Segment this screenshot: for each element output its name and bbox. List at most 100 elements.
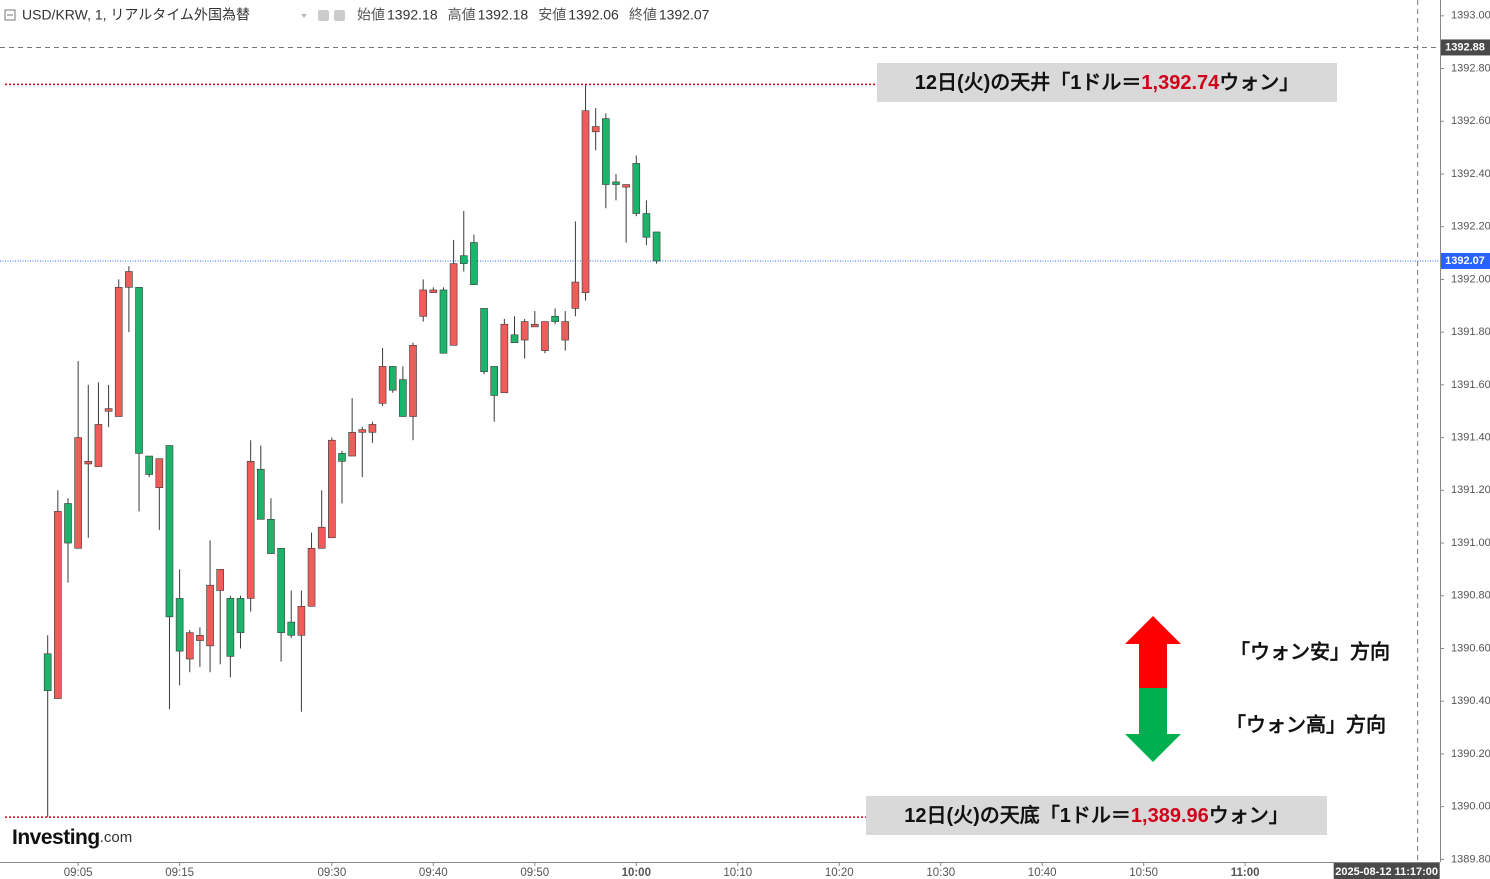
candle-body <box>419 289 427 317</box>
candle-body <box>602 118 610 185</box>
x-tick-label: 10:30 <box>926 867 955 879</box>
candle-body <box>591 126 600 133</box>
candle-body <box>74 437 82 549</box>
y-tick-label: 1390.60 <box>1451 642 1490 654</box>
y-tick-label: 1389.80 <box>1451 853 1490 865</box>
annotation: 12日(火)の天井「1ドル＝1,392.74ウォン」 <box>915 70 1300 94</box>
dropdown-icon[interactable] <box>301 14 307 18</box>
candle-body <box>94 424 103 467</box>
candle-body <box>348 432 356 457</box>
candle-body <box>297 605 306 636</box>
candle-body <box>226 598 235 657</box>
x-tick-label: 10:10 <box>723 867 752 879</box>
y-tick-label: 1393.00 <box>1451 10 1490 22</box>
logo: Investing.com <box>12 826 132 849</box>
annotation-suffix: ウォン」 <box>1209 804 1289 827</box>
x-tick-label: 09:15 <box>165 867 194 879</box>
direction-label: 「ウォン高」方向 <box>1226 712 1386 736</box>
candle-body <box>520 321 529 341</box>
legend-value: 1392.07 <box>659 7 710 23</box>
y-tick-label: 1390.40 <box>1451 695 1490 707</box>
x-tick-label: 09:30 <box>317 867 346 879</box>
candle-body <box>399 379 407 417</box>
candle-body <box>145 455 153 475</box>
candle-body <box>439 289 448 354</box>
candle-body <box>338 453 346 462</box>
candle-body <box>84 461 93 465</box>
annotation-box <box>866 796 1327 835</box>
candle-body <box>581 110 590 293</box>
crosshair-price-label: 1392.88 <box>1445 41 1485 53</box>
candle-body <box>561 321 570 341</box>
candle-body <box>287 621 296 636</box>
candle-body <box>612 181 620 185</box>
candle-body <box>358 429 367 433</box>
x-tick-label: 09:50 <box>520 867 549 879</box>
annotation-box <box>877 63 1337 102</box>
candle-body <box>530 323 539 328</box>
candle-body <box>571 281 580 309</box>
y-tick-label: 1391.00 <box>1451 537 1490 549</box>
up-arrow <box>1125 616 1181 688</box>
candle-body <box>114 287 123 417</box>
candle-body <box>449 263 458 346</box>
annotation-prefix: 12日(火)の天底「1ドル＝ <box>904 803 1131 827</box>
legend-value: 1392.06 <box>568 7 619 23</box>
down-arrow <box>1125 688 1181 762</box>
legend-value: 1392.18 <box>387 7 438 23</box>
y-tick-label: 1392.00 <box>1451 273 1490 285</box>
x-tick-label: 10:20 <box>825 867 854 879</box>
y-tick-label: 1392.40 <box>1451 168 1490 180</box>
chart-title: USD/KRW, 1, リアルタイム外国為替 <box>22 7 250 23</box>
annotation-value: 1,392.74 <box>1141 72 1220 94</box>
candle-body <box>632 163 641 214</box>
y-tick-label: 1390.00 <box>1451 801 1490 813</box>
candle-body <box>165 445 174 618</box>
eye-icon[interactable] <box>318 10 329 21</box>
y-tick-label: 1391.20 <box>1451 484 1490 496</box>
candle-body <box>216 569 225 591</box>
candle-body <box>652 231 661 262</box>
x-tick-label: 10:40 <box>1028 867 1057 879</box>
candle-body <box>480 308 488 372</box>
settings-icon[interactable] <box>334 10 345 21</box>
logo-suffix: .com <box>100 829 133 846</box>
candle-body <box>267 519 275 554</box>
y-tick-label: 1392.20 <box>1451 221 1490 233</box>
crosshair-price-box <box>1441 39 1490 56</box>
candle-body <box>206 584 214 647</box>
legend-key: 終値 <box>629 7 657 23</box>
candle-body <box>277 548 285 633</box>
candle-body <box>54 511 62 699</box>
crosshair-time-box <box>1333 863 1440 879</box>
collapse-icon[interactable] <box>4 9 16 21</box>
last-price-label: 1392.07 <box>1445 255 1485 267</box>
x-tick-label: 10:00 <box>622 867 651 879</box>
direction-label: 「ウォン安」方向 <box>1230 639 1390 663</box>
candle-body <box>135 287 143 454</box>
candle-body <box>429 289 438 293</box>
y-tick-label: 1390.20 <box>1451 748 1490 760</box>
candle-body <box>307 548 316 607</box>
y-tick-label: 1390.80 <box>1451 590 1490 602</box>
candle-body <box>541 321 549 351</box>
candle-body <box>551 316 559 322</box>
ohlc-legend: 始値 1392.18 高値 1392.18 安値 1392.06 終値 1392.07 <box>357 7 710 23</box>
candle-body <box>155 458 164 488</box>
candle-body <box>317 526 326 549</box>
candle-body <box>185 632 194 660</box>
candle-body <box>43 653 52 691</box>
legend-value: 1392.18 <box>478 7 529 23</box>
candle-body <box>236 598 245 633</box>
y-tick-label: 1391.40 <box>1451 431 1490 443</box>
candle-body <box>175 598 184 652</box>
candle-body <box>470 242 478 285</box>
candle-body <box>257 468 265 520</box>
last-price-box <box>1441 252 1490 269</box>
x-tick-label: 09:05 <box>64 867 93 879</box>
legend-key: 高値 <box>448 7 476 23</box>
y-tick-label: 1391.60 <box>1451 379 1490 391</box>
candle-body <box>125 271 133 288</box>
